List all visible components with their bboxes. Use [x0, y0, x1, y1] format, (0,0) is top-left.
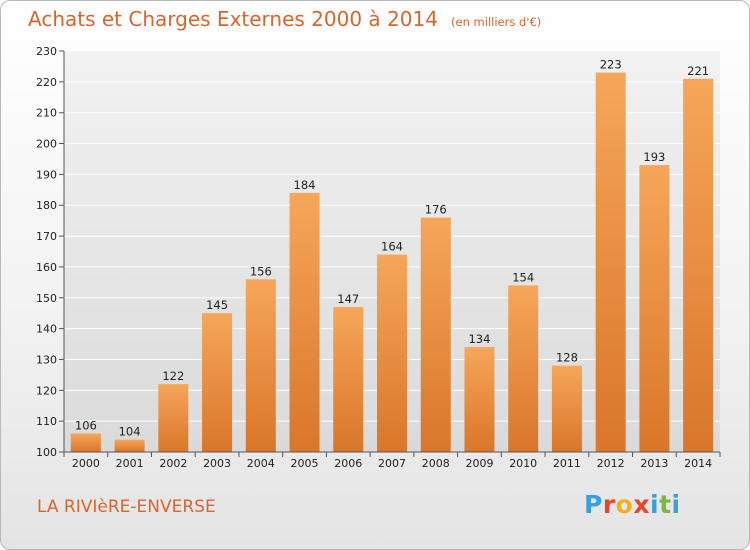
bar-2002: [158, 384, 189, 452]
value-label-2012: 223: [600, 58, 622, 72]
y-tick-label: 100: [36, 446, 57, 459]
logo-letter: i: [671, 490, 681, 519]
y-tick-label: 200: [36, 138, 57, 151]
y-tick-label: 160: [36, 261, 57, 274]
y-tick-label: 190: [36, 168, 57, 181]
bar-2005: [289, 192, 320, 452]
value-label-2009: 134: [468, 332, 490, 346]
y-tick-label: 220: [36, 76, 57, 89]
bar-2012: [595, 72, 626, 452]
x-tick-label-2007: 2007: [378, 457, 406, 470]
bar-2000: [70, 433, 101, 452]
commune-name: LA RIVIèRE-ENVERSE: [37, 497, 216, 517]
value-label-2002: 122: [162, 369, 184, 383]
x-tick-label-2001: 2001: [116, 457, 144, 470]
value-label-2008: 176: [425, 203, 447, 217]
bar-2004: [245, 279, 276, 452]
bar-2010: [508, 285, 539, 452]
value-label-2006: 147: [337, 292, 359, 306]
value-label-2013: 193: [643, 150, 665, 164]
value-label-2000: 106: [75, 418, 97, 432]
x-tick-label-2011: 2011: [553, 457, 581, 470]
x-tick-label-2000: 2000: [72, 457, 100, 470]
x-tick-label-2012: 2012: [597, 457, 625, 470]
y-tick-label: 110: [36, 415, 57, 428]
bar-2003: [202, 313, 233, 452]
value-label-2014: 221: [687, 64, 709, 78]
title-unit: (en milliers d'€): [451, 15, 542, 29]
x-tick-label-2014: 2014: [684, 457, 712, 470]
value-label-2001: 104: [119, 425, 141, 439]
y-tick-label: 210: [36, 107, 57, 120]
x-tick-label-2008: 2008: [422, 457, 450, 470]
x-tick-label-2005: 2005: [291, 457, 319, 470]
logo-letter: t: [659, 490, 672, 519]
logo-letter: i: [650, 490, 660, 519]
value-label-2004: 156: [250, 264, 272, 278]
x-tick-label-2009: 2009: [465, 457, 493, 470]
value-label-2003: 145: [206, 298, 228, 312]
value-label-2007: 164: [381, 240, 403, 254]
bars: 106 104 122 145 156 184 147 164 176 134 154 128 223 1…: [70, 58, 714, 452]
x-axis: 2000 2001 2002 2003 2004 2005 2006 2007 2008 2009…: [63, 451, 721, 470]
y-tick-label: 180: [36, 199, 57, 212]
logo-letter: P: [584, 490, 603, 519]
bar-2001: [114, 439, 145, 452]
logo-letter: o: [615, 490, 634, 519]
y-tick-label: 130: [36, 353, 57, 366]
bar-2014: [683, 78, 714, 452]
y-tick-label: 230: [36, 45, 57, 58]
logo-letter: r: [602, 490, 616, 519]
value-label-2010: 154: [512, 270, 534, 284]
bar-2011: [551, 365, 582, 452]
x-tick-label-2006: 2006: [334, 457, 362, 470]
x-tick-label-2010: 2010: [509, 457, 537, 470]
y-axis: 100 110 120 130 140 150 160 170 180 190 200 210 220 2…: [36, 45, 65, 459]
bar-2006: [333, 307, 364, 452]
bar-2009: [464, 347, 495, 452]
y-tick-label: 150: [36, 292, 57, 305]
bar-2008: [420, 217, 451, 452]
y-tick-label: 140: [36, 323, 57, 336]
value-label-2005: 184: [294, 178, 316, 192]
chart-title: Achats et Charges Externes 2000 à 2014 (…: [28, 7, 541, 31]
x-tick-label-2004: 2004: [247, 457, 275, 470]
value-label-2011: 128: [556, 351, 578, 365]
bar-2013: [639, 165, 670, 452]
x-tick-label-2002: 2002: [159, 457, 187, 470]
y-tick-label: 170: [36, 230, 57, 243]
title-main: Achats et Charges Externes 2000 à 2014: [28, 7, 438, 31]
y-tick-label: 120: [36, 384, 57, 397]
x-tick-label-2013: 2013: [640, 457, 668, 470]
bar-2007: [377, 254, 407, 452]
x-tick-label-2003: 2003: [203, 457, 231, 470]
logo-letter: x: [633, 490, 650, 519]
proxiti-logo: Proxiti: [584, 490, 681, 519]
